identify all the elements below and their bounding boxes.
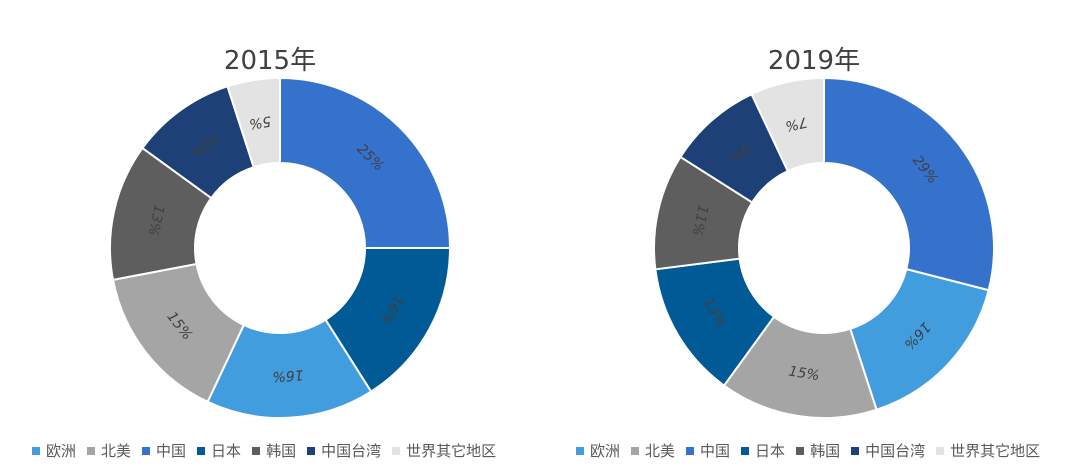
legend-label: 韩国 (810, 442, 841, 460)
legend-label: 中国 (156, 442, 187, 460)
legend-item-2019-0: 欧洲 (576, 440, 620, 461)
legend-label: 欧洲 (590, 442, 621, 460)
legend-label: 欧洲 (46, 442, 77, 460)
donut-chart-2019: 29%16%15%13%11%9%7% (653, 76, 995, 419)
slice-2015-0 (279, 76, 452, 249)
slice-label-2015-6: 5% (248, 112, 272, 131)
legend-item-2019-4: 韩国 (796, 440, 840, 461)
legend-swatch (252, 446, 261, 455)
slice-label-2019-4: 11% (688, 203, 710, 237)
slice-label-2019-6: 7% (784, 113, 809, 133)
legend-swatch (851, 446, 860, 455)
legend-swatch (392, 446, 401, 455)
legend-item-2015-3: 日本 (197, 440, 241, 461)
legend-swatch (32, 446, 40, 455)
legend-item-2015-2: 中国 (142, 440, 186, 461)
legend-item-2019-5: 中国台湾 (851, 440, 925, 461)
legend-item-2015-4: 韩国 (252, 440, 296, 461)
chart-panel-2015: 2015年 25% 16% 16% 15% 13% 10% 5% 欧洲 北美 中国 日本 韩国 中国台… (32, 46, 496, 461)
legend-swatch (796, 446, 805, 455)
legend-item-2019-3: 日本 (741, 440, 785, 461)
legend-label: 世界其它地区 (950, 442, 1041, 460)
slice-label-2015-4: 13% (144, 203, 166, 237)
legend-item-2015-0: 欧洲 (32, 440, 76, 461)
legend-swatch (87, 446, 96, 455)
slice-2015-6 (226, 76, 281, 169)
slice-2019-6 (750, 76, 825, 173)
legend-swatch (307, 446, 316, 455)
legend-item-2019-1: 北美 (631, 440, 675, 461)
chart-panel-2019: 2019年 29% 16% 15% 13% 11% 9% 7% 欧洲 北美 中国 日本 韩国 中国台湾… (544, 0, 1080, 475)
legend-item-2019-6: 世界其它地区 (936, 440, 1040, 461)
chart-title-2019: 2019年 (767, 46, 861, 76)
legend-item-2015-6: 世界其它地区 (392, 440, 496, 461)
legend-label: 中国 (700, 442, 731, 460)
legend-label: 日本 (211, 442, 242, 460)
slice-label-2019-2: 15% (787, 364, 820, 385)
legend-label: 中国台湾 (321, 442, 382, 460)
legend-label: 世界其它地区 (406, 442, 497, 460)
legend-2015: 欧洲 北美 中国 日本 韩国 中国台湾 世界其它地区 (32, 440, 496, 461)
legend-swatch (936, 446, 945, 455)
legend-swatch (142, 446, 151, 455)
legend-swatch (741, 446, 750, 455)
legend-swatch (686, 446, 695, 455)
legend-label: 韩国 (266, 442, 297, 460)
legend-label: 北美 (645, 442, 676, 460)
legend-label: 中国台湾 (865, 442, 926, 460)
legend-swatch (631, 446, 640, 455)
legend-swatch (576, 446, 584, 455)
legend-item-2019-2: 中国 (686, 440, 730, 461)
legend-swatch (197, 446, 206, 455)
legend-item-2015-1: 北美 (87, 440, 131, 461)
legend-item-2015-5: 中国台湾 (307, 440, 381, 461)
legend-label: 北美 (101, 442, 132, 460)
slice-2019-0 (823, 76, 995, 292)
legend-label: 日本 (755, 442, 786, 460)
donut-chart-2015: 25%16%16%15%13%10%5% (109, 76, 452, 419)
slice-label-2015-2: 16% (272, 366, 304, 384)
chart-title-2015: 2015年 (223, 46, 317, 76)
legend-2019: 欧洲 北美 中国 日本 韩国 中国台湾 世界其它地区 (576, 440, 1040, 461)
